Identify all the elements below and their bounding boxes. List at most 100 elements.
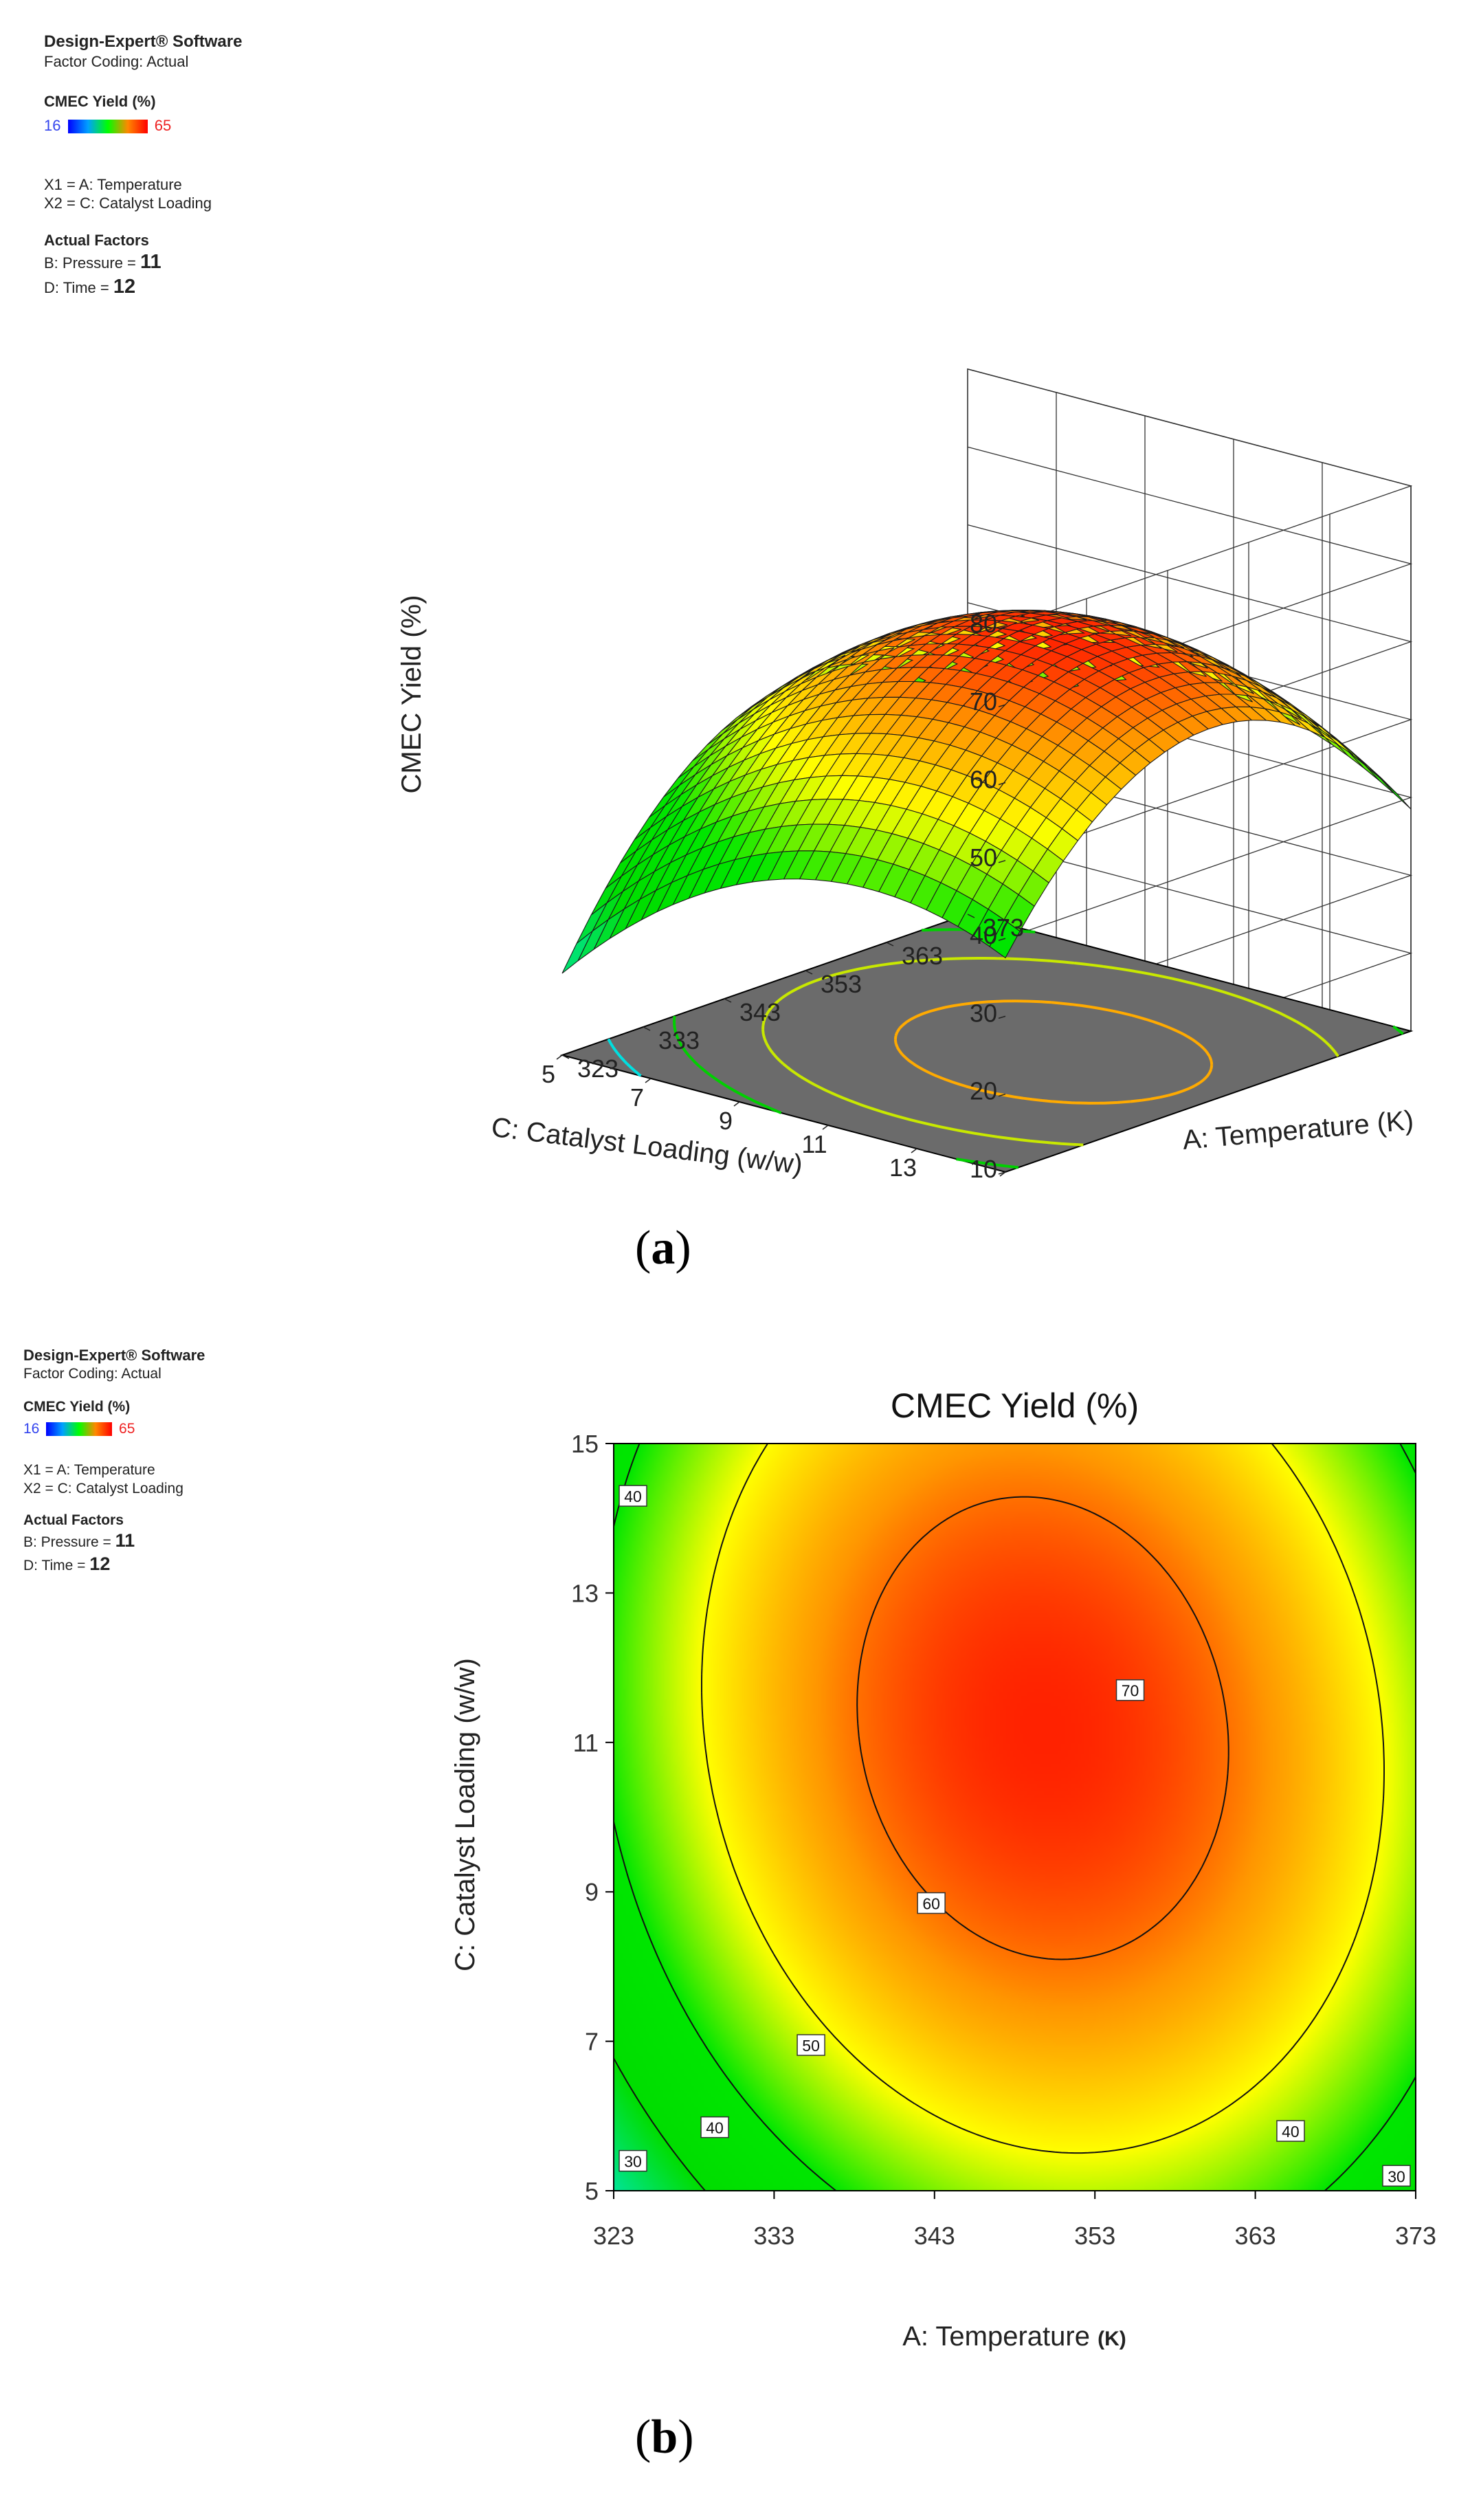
time-label: D: Time = (44, 279, 109, 297)
z-tick-label: 40 (970, 921, 997, 949)
y-tick-label: 15 (978, 1177, 1005, 1182)
contour-label-text: 60 (922, 1895, 940, 1913)
y-axis-title: C: Catalyst Loading (w/w) (450, 1658, 480, 1971)
x-tick-label: 353 (1074, 2222, 1115, 2250)
x-tick-label: 373 (1395, 2222, 1436, 2250)
response-name: CMEC Yield (%) (23, 1398, 131, 1415)
time-row: D: Time = 12 (44, 274, 242, 299)
x-axis-title-text: A: Temperature (1181, 1108, 1379, 1156)
pressure-row: B: Pressure = 11 (23, 1529, 205, 1553)
y-tick (733, 1101, 740, 1107)
contour-fill (614, 1444, 1416, 2191)
z-tick-label: 60 (970, 766, 997, 794)
color-bar (46, 1422, 113, 1437)
contour-label: 30 (1382, 2165, 1411, 2187)
x-tick-label: 353 (821, 970, 862, 998)
contour-label: 40 (1276, 2120, 1305, 2142)
surface-chart: 10 20 30 40 50 60 70 80 CMEC Yield (%) 323 333 343 3… (397, 368, 1415, 1182)
x-tick (886, 942, 894, 947)
x1-label: X1 = A: Temperature (23, 1462, 155, 1479)
contour-label: 60 (917, 1892, 946, 1914)
x2-label: X2 = C: Catalyst Loading (44, 195, 212, 212)
time-row: D: Time = 12 (23, 1553, 205, 1576)
x-axis-unit: (K) (1376, 1105, 1415, 1138)
pressure-label: B: Pressure = (23, 1534, 111, 1550)
contour-label-text: 50 (802, 2037, 820, 2055)
z-gridline (967, 368, 1413, 628)
floor-plane (559, 913, 1414, 1173)
z-tick (998, 938, 1006, 941)
y-tick-label: 15 (571, 1430, 599, 1458)
x-tick-label: 343 (914, 2222, 955, 2250)
panel-a-label: (a) (635, 1222, 691, 1274)
contour-line (614, 2057, 706, 2191)
y-tick (999, 1171, 1006, 1177)
actual-factors-heading: Actual Factors (44, 231, 149, 249)
x-axis-title: A: Temperature (K) (902, 2321, 1126, 2352)
panel-b-letter: b (651, 2411, 678, 2464)
y-tick-label: 7 (630, 1083, 644, 1112)
contour-label-box (1115, 1679, 1145, 1701)
scale-low: 16 (44, 117, 61, 134)
x-tick (724, 998, 732, 1003)
time-value: 12 (113, 276, 136, 298)
contour-label-box (700, 2116, 729, 2138)
contour-label-text: 30 (624, 2153, 642, 2171)
x1-label: X1 = A: Temperature (44, 175, 182, 193)
response-name: CMEC Yield (%) (44, 92, 156, 110)
contour-label-box (1382, 2165, 1411, 2187)
contour-chart: 323 333 343 353 363 373 5 7 9 11 13 15 CMEC Yield (%… (450, 1386, 1436, 2352)
contour-label-text: 40 (1282, 2123, 1300, 2141)
contour-label-text: 40 (624, 1488, 642, 1505)
contour-label-text: 40 (706, 2119, 724, 2137)
contour-label-text: 70 (1122, 1682, 1139, 1700)
contour-label-box (619, 2149, 647, 2172)
contour-label: 50 (797, 2034, 825, 2056)
z-tick-label: 10 (970, 1155, 997, 1182)
y-tick-label: 9 (585, 1878, 599, 1906)
contour-label-box (619, 1485, 647, 1507)
contour-label-box (917, 1892, 946, 1914)
contour-line (701, 1444, 1385, 2154)
surface-patch (561, 931, 593, 974)
panel-b-info: Design-Expert® Software Factor Coding: A… (23, 1346, 205, 1576)
panel-b-label: (b) (635, 2411, 694, 2464)
x-axis-unit: (K) (1098, 2328, 1126, 2350)
y-tick (556, 1054, 563, 1060)
contour-label-box (797, 2034, 825, 2056)
floor-contour (607, 1038, 642, 1077)
contour-label: 40 (700, 2116, 729, 2138)
z-tick-label: 80 (970, 610, 997, 638)
z-tick (998, 626, 1006, 630)
floor-contour (893, 999, 1214, 1105)
color-scale: 16 65 (44, 116, 242, 135)
x-axis-title: A: Temperature (K) (1181, 1105, 1415, 1156)
pressure-row: B: Pressure = 11 (44, 250, 242, 274)
y-tick-label: 11 (573, 1729, 599, 1757)
pressure-value: 11 (115, 1530, 135, 1551)
y-tick-label: 5 (542, 1060, 555, 1088)
z-tick-label: 70 (970, 687, 997, 716)
scale-high: 65 (119, 1421, 135, 1437)
y-axis-title: C: Catalyst Loading (w/w) (490, 1112, 805, 1180)
y-tick (911, 1148, 917, 1153)
time-label: D: Time = (23, 1557, 86, 1573)
factor-coding: Factor Coding: Actual (44, 53, 189, 70)
y-tick-label: 5 (585, 2177, 599, 2205)
contour-label-box (1276, 2120, 1305, 2142)
y-tick-label: 13 (889, 1153, 917, 1182)
panel-a-info: Design-Expert® Software Factor Coding: A… (44, 32, 242, 300)
scale-high: 65 (154, 117, 172, 134)
y-tick (822, 1125, 829, 1130)
color-bar (67, 120, 148, 134)
x-axis-title-text: A: Temperature (902, 2321, 1098, 2352)
y-tick-label: 13 (571, 1579, 599, 1607)
contour-line (856, 1496, 1229, 1960)
panel-a-letter: a (651, 1222, 676, 1274)
x-tick-label: 323 (593, 2222, 634, 2250)
pressure-value: 11 (140, 251, 162, 273)
contour-label: 30 (619, 2149, 647, 2172)
contour-label-text: 30 (1388, 2167, 1405, 2185)
z-tick (998, 1015, 1006, 1019)
z-tick (998, 704, 1006, 707)
